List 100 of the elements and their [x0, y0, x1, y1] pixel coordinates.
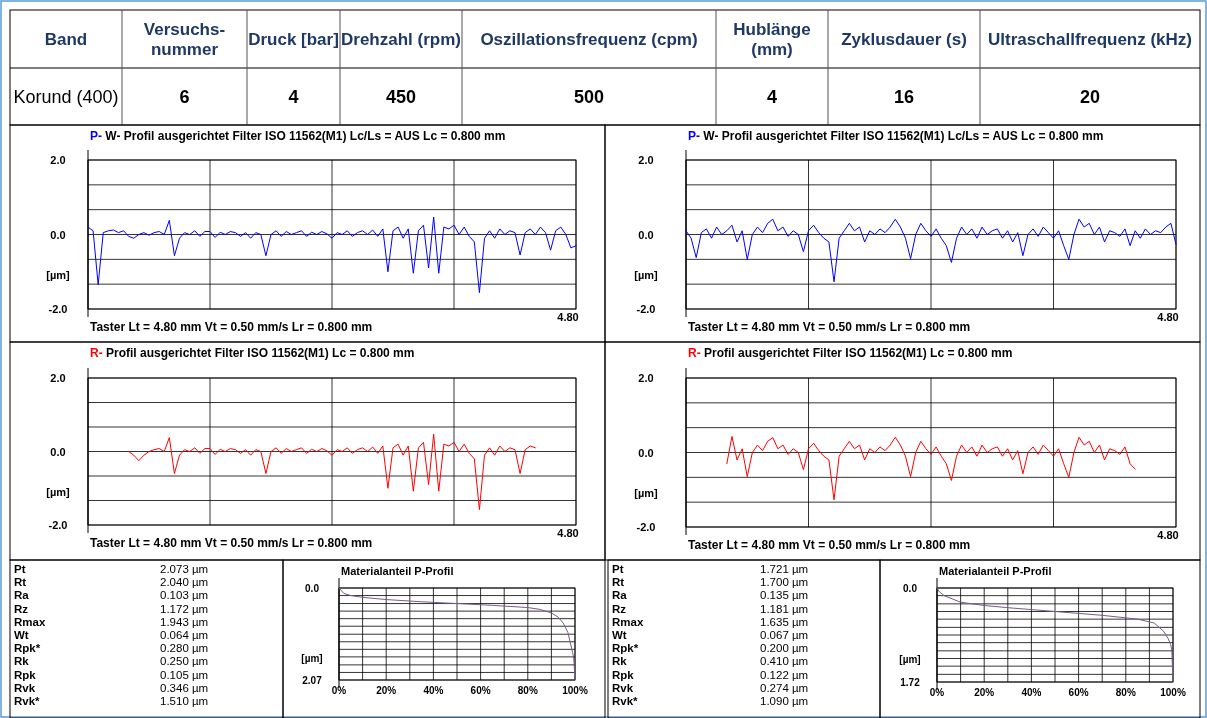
category-label: Rmax — [612, 615, 644, 628]
text: 0.346 µm — [160, 681, 209, 694]
chart-title: Materialanteil P-Profil — [939, 565, 1052, 577]
text: 0.064 µm — [160, 629, 209, 641]
category-label: Zyklusdauer (s) — [841, 29, 967, 49]
y-axis-title: [µm] — [899, 654, 921, 666]
category-label: Rpk* — [612, 642, 639, 655]
x-tick-label: 0% — [331, 685, 347, 696]
category-label: Rvk* — [14, 695, 41, 707]
text: 0.067 µm — [760, 629, 809, 641]
text: 500 — [573, 86, 605, 107]
text: 1.635 µm — [760, 615, 809, 628]
category-label: Drehzahl (rpm) — [341, 29, 461, 49]
text: 4 — [288, 86, 299, 107]
category-label: Pt — [14, 563, 26, 575]
y-tick-label: 2.0 — [638, 154, 654, 166]
category-label: Rvk — [612, 681, 634, 694]
x-tick-label: 40% — [423, 685, 444, 696]
x-axis-title: Taster Lt = 4.80 mm Vt = 0.50 mm/s Lr = 0.800 mm — [90, 320, 373, 334]
category-label: Rz — [612, 602, 627, 615]
text: 4.80 — [1157, 529, 1179, 541]
line-series — [726, 435, 1136, 501]
text: 1.510 µm — [160, 695, 209, 707]
y-tick-label: 0.0 — [638, 446, 654, 459]
text: 0.274 µm — [760, 681, 809, 694]
text: 0.410 µm — [760, 655, 809, 668]
category-label: Band — [44, 29, 88, 49]
text: 20 — [1079, 86, 1101, 107]
category-label: Rt — [14, 576, 27, 589]
y-tick-label: -2.0 — [48, 303, 68, 315]
category-label: Rpk* — [14, 642, 41, 655]
y-tick-label: 0.0 — [50, 228, 66, 241]
chart-title: Materialanteil P-Profil — [341, 565, 454, 577]
y-tick-label: -2.0 — [636, 521, 656, 533]
text: 16 — [893, 86, 915, 107]
category-label: Rz — [14, 602, 29, 615]
text: 0.105 µm — [160, 668, 209, 681]
chart-title: P- W- Profil ausgerichtet Filter ISO 11562(M1) Lc/Ls = AUS Lc = 0.800 mm — [688, 129, 1104, 143]
text: 1.943 µm — [160, 615, 209, 628]
chart-title: R- Profil ausgerichtet Filter ISO 11562(M1) Lc = 0.800 mm — [688, 346, 1013, 360]
category-label: Versuchs- nummer — [143, 19, 226, 60]
x-axis-title: Taster Lt = 4.80 mm Vt = 0.50 mm/s Lr = 0.800 mm — [688, 320, 971, 334]
category-label: Rk — [14, 655, 30, 668]
x-tick-label: 100% — [1160, 687, 1186, 698]
text: 1.721 µm — [760, 563, 809, 575]
y-axis-title: [µm] — [46, 485, 71, 498]
x-tick-label: 80% — [1115, 687, 1136, 698]
x-axis-title: Taster Lt = 4.80 mm Vt = 0.50 mm/s Lr = 0.800 mm — [688, 538, 971, 552]
text: 2.073 µm — [160, 563, 209, 575]
text: 4.80 — [1157, 311, 1179, 323]
y-tick-label: 2.0 — [638, 372, 654, 384]
category-label: Ra — [14, 589, 30, 602]
y-tick-label: 2.0 — [50, 154, 66, 166]
text: 2.040 µm — [160, 576, 209, 589]
text: 1.090 µm — [760, 695, 809, 707]
category-label: Ultraschallfrequenz (kHz) — [987, 29, 1193, 49]
line-series — [87, 216, 577, 294]
text: Korund (400) — [13, 86, 119, 107]
text: 0.280 µm — [160, 642, 209, 655]
category-label: Wt — [14, 629, 29, 641]
line-series — [128, 433, 536, 511]
text: 450 — [385, 86, 417, 107]
x-tick-label: 20% — [376, 685, 397, 696]
category-label: Rk — [612, 655, 628, 668]
y-tick-label: 2.07 — [302, 675, 323, 686]
category-label: Rmax — [14, 615, 46, 628]
y-tick-label: 0.0 — [50, 445, 66, 458]
text: 0.122 µm — [760, 668, 809, 681]
y-tick-label: 1.72 — [900, 677, 921, 688]
x-tick-label: 100% — [562, 685, 588, 696]
category-label: Rt — [612, 576, 625, 589]
y-axis-title: [µm] — [46, 269, 71, 282]
x-axis-title: Taster Lt = 4.80 mm Vt = 0.50 mm/s Lr = 0.800 mm — [90, 536, 373, 550]
x-tick-label: 60% — [470, 685, 491, 696]
y-tick-label: 0.0 — [305, 583, 320, 594]
chart-title: P- W- Profil ausgerichtet Filter ISO 11562(M1) Lc/Ls = AUS Lc = 0.800 mm — [90, 129, 506, 143]
category-label: Druck [bar] — [248, 29, 339, 49]
category-label: Wt — [612, 629, 627, 641]
category-label: Oszillationsfrequenz (cpm) — [480, 29, 698, 49]
y-axis-title: [µm] — [634, 269, 659, 282]
text: 0.250 µm — [160, 655, 209, 668]
x-tick-label: 60% — [1068, 687, 1089, 698]
category-label: Rvk* — [612, 695, 639, 707]
y-tick-label: 2.0 — [50, 372, 66, 384]
x-tick-label: 20% — [974, 687, 995, 698]
x-tick-label: 40% — [1021, 687, 1042, 698]
category-label: Rvk — [14, 681, 36, 694]
category-label: Rpk — [612, 668, 635, 681]
y-tick-label: 0.0 — [903, 583, 918, 594]
x-tick-label: 0% — [929, 687, 945, 698]
category-label: Rpk — [14, 668, 37, 681]
category-label: Hublänge (mm) — [733, 19, 811, 60]
text: 1.172 µm — [160, 602, 209, 615]
text: 0.103 µm — [160, 589, 209, 602]
y-axis-title: [µm] — [634, 487, 659, 500]
y-axis-title: [µm] — [301, 652, 323, 664]
chart-title: R- Profil ausgerichtet Filter ISO 11562(M1) Lc = 0.800 mm — [90, 346, 415, 360]
y-tick-label: 0.0 — [638, 228, 654, 241]
text: 0.135 µm — [760, 589, 809, 602]
text: 4.80 — [557, 527, 579, 539]
